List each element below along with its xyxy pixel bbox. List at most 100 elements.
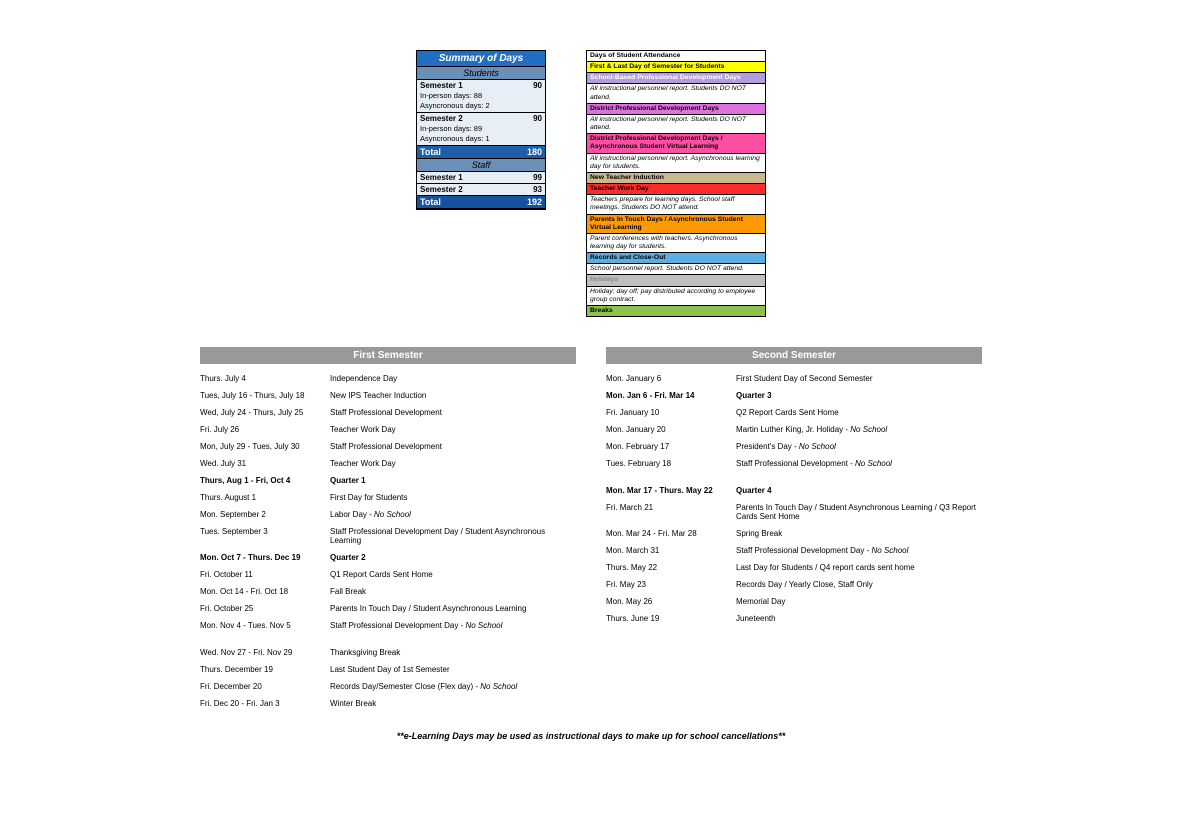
legend-row: Parents In Touch Days / Asynchronous Stu… <box>587 215 765 234</box>
student-sem2-block: Semester 2 90 In-person days: 89 Asyncro… <box>417 113 545 146</box>
legend-row: District Professional Development Days /… <box>587 134 765 153</box>
schedule-event: Juneteenth <box>736 614 982 623</box>
student-sem1-block: Semester 1 90 In-person days: 88 Asyncro… <box>417 80 545 113</box>
staff-total-label: Total <box>420 197 441 207</box>
legend-row: All instructional personnel report. Stud… <box>587 115 765 134</box>
schedule-event: Staff Professional Development - No Scho… <box>736 459 982 468</box>
student-sem2-label: Semester 2 <box>420 114 463 123</box>
schedule-date: Fri. January 10 <box>606 408 736 417</box>
schedule-event: Last Student Day of 1st Semester <box>330 665 576 674</box>
schedule-date: Thurs. December 19 <box>200 665 330 674</box>
schedule-row: Fri. January 10Q2 Report Cards Sent Home <box>606 408 982 417</box>
staff-total-val: 192 <box>527 197 542 207</box>
staff-total-row: Total 192 <box>417 196 545 209</box>
schedule-row: Fri. December 20Records Day/Semester Clo… <box>200 682 576 691</box>
schedule-row: Wed. Nov 27 - Fri. Nov 29Thanksgiving Br… <box>200 648 576 657</box>
schedule-date: Mon. Oct 7 - Thurs. Dec 19 <box>200 553 330 562</box>
schedule-event: Independence Day <box>330 374 576 383</box>
legend-row: New Teacher Induction <box>587 173 765 184</box>
schedule-row: Fri. March 21Parents In Touch Day / Stud… <box>606 503 982 521</box>
legend-row: Breaks <box>587 306 765 316</box>
schedule-event: Last Day for Students / Q4 report cards … <box>736 563 982 572</box>
schedule-event: Quarter 2 <box>330 553 576 562</box>
schedule-event: Memorial Day <box>736 597 982 606</box>
schedule-row: Tues. February 18Staff Professional Deve… <box>606 459 982 468</box>
schedule-event: Quarter 3 <box>736 391 982 400</box>
schedule-date: Fri. December 20 <box>200 682 330 691</box>
legend-box: Days of Student AttendanceFirst & Last D… <box>586 50 766 317</box>
schedule-date: Thurs. May 22 <box>606 563 736 572</box>
schedule-event: Winter Break <box>330 699 576 708</box>
schedule-row: Tues. September 3Staff Professional Deve… <box>200 527 576 545</box>
staff-section-head: Staff <box>417 159 545 172</box>
schedule-date: Mon. Nov 4 - Tues. Nov 5 <box>200 621 330 630</box>
schedule-date: Fri. October 25 <box>200 604 330 613</box>
schedule-event: Quarter 4 <box>736 486 982 495</box>
schedule-date: Mon. January 6 <box>606 374 736 383</box>
schedule-row: Mon. Nov 4 - Tues. Nov 5Staff Profession… <box>200 621 576 630</box>
schedule-row: Thurs. May 22Last Day for Students / Q4 … <box>606 563 982 572</box>
schedule-row: Mon. January 6First Student Day of Secon… <box>606 374 982 383</box>
schedule-date: Wed. Nov 27 - Fri. Nov 29 <box>200 648 330 657</box>
summary-title: Summary of Days <box>417 51 545 67</box>
schedule-event: Parents In Touch Day / Student Asynchron… <box>330 604 576 613</box>
legend-row: District Professional Development Days <box>587 104 765 115</box>
student-sem2-async: Asyncronous days: 1 <box>417 134 545 144</box>
legend-row: All instructional personnel report. Asyn… <box>587 154 765 173</box>
schedule-row: Wed, July 24 - Thurs, July 25Staff Profe… <box>200 408 576 417</box>
schedule-date: Mon. May 26 <box>606 597 736 606</box>
schedule-event: Thanksgiving Break <box>330 648 576 657</box>
legend-row: Holidays <box>587 275 765 286</box>
schedule-row: Mon. January 20Martin Luther King, Jr. H… <box>606 425 982 434</box>
schedule-date: Mon. Oct 14 - Fri. Oct 18 <box>200 587 330 596</box>
schedule-row: Mon. September 2Labor Day - No School <box>200 510 576 519</box>
schedule-event: Staff Professional Development Day - No … <box>330 621 576 630</box>
schedule-date: Fri. March 21 <box>606 503 736 521</box>
schedule-date: Fri. October 11 <box>200 570 330 579</box>
legend-row: Holiday; day off; pay distributed accord… <box>587 287 765 306</box>
schedule-row: Wed. July 31Teacher Work Day <box>200 459 576 468</box>
schedule-row: Thurs. July 4Independence Day <box>200 374 576 383</box>
schedule-date: Tues. September 3 <box>200 527 330 545</box>
staff-sem1-val: 99 <box>533 173 542 182</box>
student-sem1-val: 90 <box>533 81 542 90</box>
schedule-row: Mon. May 26Memorial Day <box>606 597 982 606</box>
students-section-head: Students <box>417 67 545 80</box>
legend-row: Teachers prepare for learning days. Scho… <box>587 195 765 214</box>
schedule-row: Mon. Mar 24 - Fri. Mar 28Spring Break <box>606 529 982 538</box>
schedule-event: Staff Professional Development Day - No … <box>736 546 982 555</box>
schedule-event: Labor Day - No School <box>330 510 576 519</box>
schedule-row: Fri. October 25Parents In Touch Day / St… <box>200 604 576 613</box>
schedule-date: Thurs. June 19 <box>606 614 736 623</box>
schedule-date: Mon. Mar 17 - Thurs. May 22 <box>606 486 736 495</box>
schedule-date: Mon. Mar 24 - Fri. Mar 28 <box>606 529 736 538</box>
schedule-date: Mon. September 2 <box>200 510 330 519</box>
schedule-row: Mon. Oct 7 - Thurs. Dec 19Quarter 2 <box>200 553 576 562</box>
schedule-row: Thurs. August 1First Day for Students <box>200 493 576 502</box>
schedule-event: Records Day/Semester Close (Flex day) - … <box>330 682 576 691</box>
schedule-row: Mon, July 29 - Tues, July 30Staff Profes… <box>200 442 576 451</box>
student-sem2-val: 90 <box>533 114 542 123</box>
schedule-date: Fri. Dec 20 - Fri. Jan 3 <box>200 699 330 708</box>
schedule-event: Teacher Work Day <box>330 459 576 468</box>
first-semester-column: First Semester Thurs. July 4Independence… <box>200 347 576 716</box>
schedule-event: First Student Day of Second Semester <box>736 374 982 383</box>
schedule-event: Staff Professional Development Day / Stu… <box>330 527 576 545</box>
schedule-date: Thurs. July 4 <box>200 374 330 383</box>
schedule-event: Teacher Work Day <box>330 425 576 434</box>
student-sem1-label: Semester 1 <box>420 81 463 90</box>
schedule-date: Mon, July 29 - Tues, July 30 <box>200 442 330 451</box>
schedule-event: Parents In Touch Day / Student Asynchron… <box>736 503 982 521</box>
second-semester-column: Second Semester Mon. January 6First Stud… <box>606 347 982 716</box>
student-sem1-inperson: In-person days: 88 <box>417 91 545 101</box>
schedule-date: Tues. February 18 <box>606 459 736 468</box>
second-semester-header: Second Semester <box>606 347 982 364</box>
summary-of-days: Summary of Days Students Semester 1 90 I… <box>416 50 546 210</box>
schedule-row: Mon. Oct 14 - Fri. Oct 18Fall Break <box>200 587 576 596</box>
schedule-row: Thurs, Aug 1 - Fri, Oct 4Quarter 1 <box>200 476 576 485</box>
schedule-row: Thurs. June 19Juneteenth <box>606 614 982 623</box>
schedule-row: Fri. Dec 20 - Fri. Jan 3Winter Break <box>200 699 576 708</box>
schedule-date: Thurs. August 1 <box>200 493 330 502</box>
schedule-date: Wed. July 31 <box>200 459 330 468</box>
schedule-date: Mon. January 20 <box>606 425 736 434</box>
